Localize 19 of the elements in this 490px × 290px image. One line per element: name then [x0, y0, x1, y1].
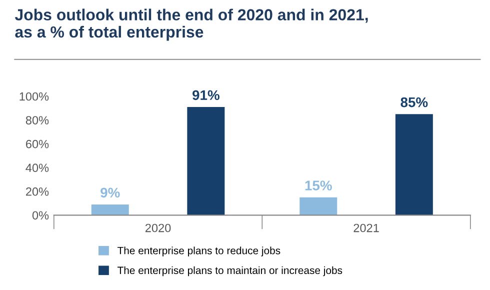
bar [395, 114, 433, 216]
y-tick-label: 100% [20, 92, 49, 101]
y-tick-label: 20% [26, 187, 49, 196]
y-tick-label: 80% [26, 116, 49, 124]
x-tick-label: 2021 [354, 224, 379, 232]
y-tick-label: 40% [26, 164, 49, 172]
legend-label: The enterprise plans to reduce jobs [118, 246, 280, 256]
data-label: 85% [400, 97, 428, 108]
chart-title: Jobs outlook until the end of 2020 and in 2021, as a % of total enterprise [14, 8, 368, 41]
legend-label: The enterprise plans to maintain or increase jobs [118, 266, 342, 276]
bar [300, 197, 338, 216]
bar [187, 106, 225, 216]
x-tick-label: 2020 [145, 224, 171, 232]
data-label: 9% [100, 188, 120, 198]
data-label: 91% [192, 90, 220, 100]
bar [91, 204, 129, 216]
y-tick-label: 0% [32, 211, 49, 220]
y-tick-label: 60% [26, 140, 49, 148]
data-label: 15% [305, 180, 332, 190]
